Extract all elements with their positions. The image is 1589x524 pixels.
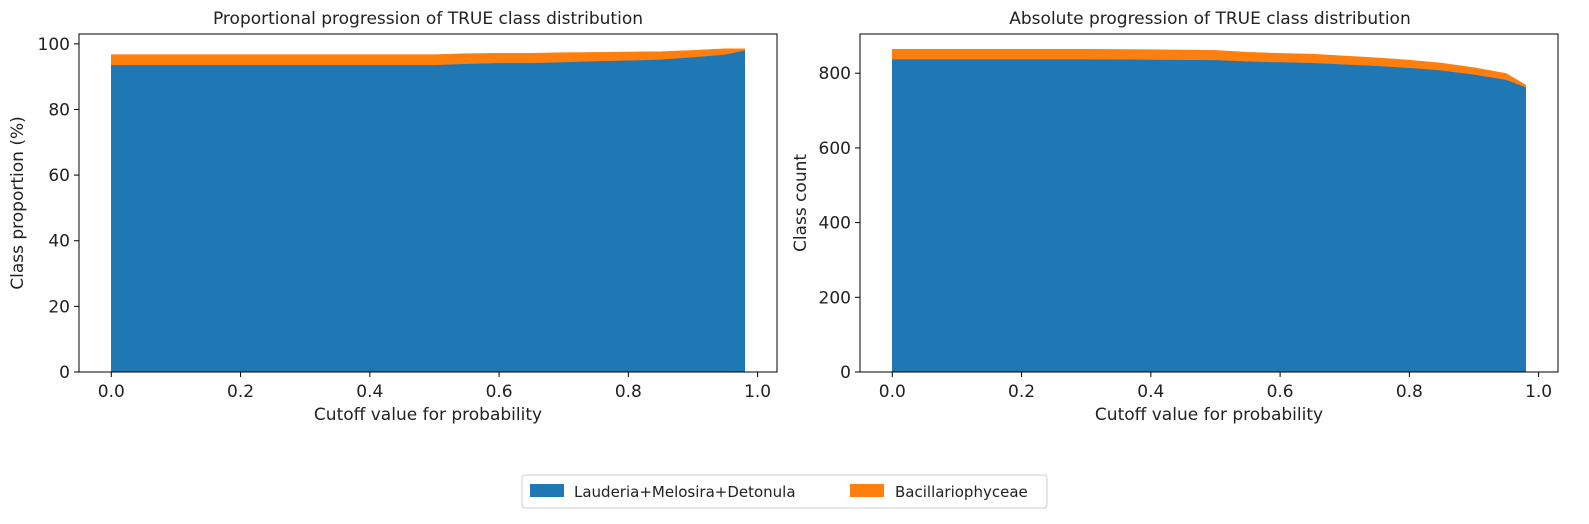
plot-frame xyxy=(859,33,1559,373)
y-tick-label: 20 xyxy=(48,297,70,317)
x-tick-label: 0.2 xyxy=(1008,382,1035,402)
x-tick-label: 0.6 xyxy=(486,382,513,402)
chart-title: Absolute progression of TRUE class distr… xyxy=(1009,9,1410,29)
plot-frame xyxy=(78,33,778,373)
area-layer xyxy=(892,49,1526,373)
y-tick-label: 100 xyxy=(38,35,70,55)
legend-label-bacillariophyceae: Bacillariophyceae xyxy=(895,483,1028,501)
x-axis-label: Cutoff value for probability xyxy=(1095,405,1323,425)
absolute-chart: Absolute progression of TRUE class distr… xyxy=(791,9,1559,425)
y-tick-label: 800 xyxy=(819,64,851,84)
legend-frame xyxy=(521,474,1048,509)
y-tick-label: 400 xyxy=(819,214,851,234)
y-axis-label: Class count xyxy=(791,154,811,252)
x-tick-label: 0.0 xyxy=(879,382,906,402)
area-series-0 xyxy=(892,58,1526,373)
y-tick-label: 80 xyxy=(48,100,70,120)
y-tick-label: 40 xyxy=(48,232,70,252)
legend-swatch-bacillariophyceae xyxy=(850,484,884,497)
area-series-1 xyxy=(892,49,1526,88)
y-axis-label: Class proportion (%) xyxy=(8,116,28,290)
y-tick-label: 600 xyxy=(819,139,851,159)
x-tick-label: 1.0 xyxy=(1525,382,1552,402)
x-tick-label: 0.8 xyxy=(615,382,642,402)
legend-label-lauderia: Lauderia+Melosira+Detonula xyxy=(574,483,796,501)
x-tick-label: 1.0 xyxy=(744,382,771,402)
area-series-1 xyxy=(111,48,745,66)
x-tick-label: 0.2 xyxy=(227,382,254,402)
y-tick-label: 60 xyxy=(48,166,70,186)
tick-layer: 0.0 0.2 0.4 0.6 0.8 1.0 0 20 40 60 80 100 xyxy=(38,35,772,402)
chart-title: Proportional progression of TRUE class d… xyxy=(213,9,643,29)
x-tick-label: 0.8 xyxy=(1396,382,1423,402)
proportional-chart: Proportional progression of TRUE class d… xyxy=(8,9,778,425)
area-layer xyxy=(111,48,745,373)
area-series-0 xyxy=(111,49,745,373)
legend: Lauderia+Melosira+Detonula Bacillariophy… xyxy=(521,474,1048,509)
y-tick-label: 0 xyxy=(59,363,70,383)
tick-layer: 0.0 0.2 0.4 0.6 0.8 1.0 0 200 400 600 800 xyxy=(819,64,1553,402)
x-axis-label: Cutoff value for probability xyxy=(314,405,542,425)
x-tick-label: 0.6 xyxy=(1267,382,1294,402)
x-tick-label: 0.4 xyxy=(1137,382,1164,402)
legend-swatch-lauderia xyxy=(530,484,564,497)
x-tick-label: 0.0 xyxy=(98,382,125,402)
y-tick-label: 0 xyxy=(840,363,851,383)
y-tick-label: 200 xyxy=(819,288,851,308)
x-tick-label: 0.4 xyxy=(356,382,383,402)
